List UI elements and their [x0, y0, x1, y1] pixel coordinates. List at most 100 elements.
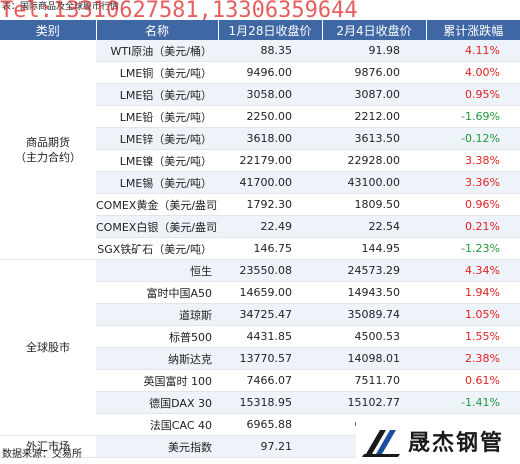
- cumulative-change: 0.21%: [426, 215, 520, 238]
- close-price-jan28: 41700.00: [218, 171, 322, 194]
- close-price-jan28: 6965.88: [218, 413, 322, 436]
- table-row: LME铜（美元/吨） 9496.00 9876.00 4.00%: [0, 61, 520, 84]
- instrument-name: 恒生: [96, 259, 218, 282]
- close-price-jan28: 13770.57: [218, 347, 322, 370]
- cumulative-change: 3.38%: [426, 149, 520, 172]
- cumulative-change: -1.69%: [426, 105, 520, 128]
- cumulative-change: 0.61%: [426, 369, 520, 392]
- close-price-feb4: 144.95: [322, 237, 426, 260]
- table-row: 纳斯达克 13770.57 14098.01 2.38%: [0, 347, 520, 370]
- close-price-feb4: 15102.77: [322, 391, 426, 414]
- close-price-feb4: 91.98: [322, 40, 426, 62]
- close-price-jan28: 15318.95: [218, 391, 322, 414]
- cumulative-change: 3.36%: [426, 171, 520, 194]
- close-price-feb4: 3613.50: [322, 127, 426, 150]
- close-price-feb4: 7511.70: [322, 369, 426, 392]
- close-price-jan28: 34725.47: [218, 303, 322, 326]
- header-price-feb4: 2月4日收盘价: [322, 20, 427, 40]
- category-label: （主力合约）: [15, 150, 81, 164]
- instrument-name: LME镍（美元/吨）: [96, 149, 218, 172]
- close-price-jan28: 23550.08: [218, 259, 322, 282]
- cumulative-change: 0.95%: [426, 83, 520, 106]
- table-row: SGX铁矿石（美元/吨） 146.75 144.95 -1.23%: [0, 237, 520, 260]
- close-price-jan28: 97.21: [218, 435, 322, 458]
- category-cell: 全球股市: [0, 259, 96, 436]
- category-label: 商品期货: [26, 135, 70, 149]
- close-price-feb4: 35089.74: [322, 303, 426, 326]
- table-row: COMEX白银（美元/盎司） 22.49 22.54 0.21%: [0, 215, 520, 238]
- instrument-name: LME铅（美元/吨）: [96, 105, 218, 128]
- instrument-name: LME锡（美元/吨）: [96, 171, 218, 194]
- cumulative-change: 4.00%: [426, 61, 520, 84]
- instrument-name: LME铝（美元/吨）: [96, 83, 218, 106]
- instrument-name: 美元指数: [96, 435, 218, 458]
- instrument-name: 法国CAC 40: [96, 413, 218, 436]
- cumulative-change: 4.11%: [426, 40, 520, 62]
- header-change: 累计涨跌幅: [426, 20, 520, 40]
- close-price-jan28: 3058.00: [218, 83, 322, 106]
- cumulative-change: 1.94%: [426, 281, 520, 304]
- table-title: 表：国际商品及全球股市行情: [2, 2, 120, 12]
- close-price-feb4: 4500.53: [322, 325, 426, 348]
- instrument-name: COMEX白银（美元/盎司）: [96, 215, 218, 238]
- close-price-feb4: 2212.00: [322, 105, 426, 128]
- header-name: 名称: [96, 20, 219, 40]
- table-row: LME铝（美元/吨） 3058.00 3087.00 0.95%: [0, 83, 520, 106]
- close-price-feb4: 14943.50: [322, 281, 426, 304]
- cumulative-change: 1.55%: [426, 325, 520, 348]
- instrument-name: 标普500: [96, 325, 218, 348]
- table-body: 商品期货 （主力合约） WTI原油（美元/桶） 88.35 91.98 4.11% LME铜…: [0, 40, 520, 458]
- table-row: 富时中国A50 14659.00 14943.50 1.94%: [0, 281, 520, 304]
- table-row: 英国富时 100 7466.07 7511.70 0.61%: [0, 369, 520, 392]
- close-price-feb4: 22.54: [322, 215, 426, 238]
- table-row: 德国DAX 30 15318.95 15102.77 -1.41%: [0, 391, 520, 414]
- instrument-name: 德国DAX 30: [96, 391, 218, 414]
- instrument-name: WTI原油（美元/桶）: [96, 40, 218, 62]
- steel-pipe-logo-icon: [362, 430, 400, 457]
- instrument-name: SGX铁矿石（美元/吨）: [96, 237, 218, 260]
- cumulative-change: 2.38%: [426, 347, 520, 370]
- close-price-jan28: 22179.00: [218, 149, 322, 172]
- instrument-name: 纳斯达克: [96, 347, 218, 370]
- cumulative-change: 4.34%: [426, 259, 520, 282]
- close-price-jan28: 7466.07: [218, 369, 322, 392]
- category-label: 外汇市场: [26, 440, 70, 453]
- close-price-feb4: 1809.50: [322, 193, 426, 216]
- header-price-jan28: 1月28日收盘价: [218, 20, 323, 40]
- instrument-name: 富时中国A50: [96, 281, 218, 304]
- close-price-jan28: 3618.00: [218, 127, 322, 150]
- close-price-feb4: 22928.00: [322, 149, 426, 172]
- close-price-jan28: 1792.30: [218, 193, 322, 216]
- close-price-jan28: 146.75: [218, 237, 322, 260]
- instrument-name: LME铜（美元/吨）: [96, 61, 218, 84]
- instrument-name: 道琼斯: [96, 303, 218, 326]
- market-table: 类别 名称 1月28日收盘价 2月4日收盘价 累计涨跌幅 商品期货 （主力合约） W…: [0, 20, 520, 458]
- table-row: 标普500 4431.85 4500.53 1.55%: [0, 325, 520, 348]
- table-row: LME镍（美元/吨） 22179.00 22928.00 3.38%: [0, 149, 520, 172]
- table-row: LME锌（美元/吨） 3618.00 3613.50 -0.12%: [0, 127, 520, 150]
- table-row: 商品期货 （主力合约） WTI原油（美元/桶） 88.35 91.98 4.11%: [0, 40, 520, 260]
- brand-logo: 晟杰钢管: [356, 418, 520, 464]
- table-row: COMEX黄金（美元/盎司） 1792.30 1809.50 0.96%: [0, 193, 520, 216]
- table-row: LME铅（美元/吨） 2250.00 2212.00 -1.69%: [0, 105, 520, 128]
- close-price-jan28: 88.35: [218, 40, 322, 62]
- instrument-name: 英国富时 100: [96, 369, 218, 392]
- close-price-feb4: 9876.00: [322, 61, 426, 84]
- close-price-feb4: 14098.01: [322, 347, 426, 370]
- close-price-feb4: 3087.00: [322, 83, 426, 106]
- category-cell: 外汇市场: [0, 435, 96, 458]
- brand-logo-text: 晟杰钢管: [408, 431, 505, 456]
- close-price-jan28: 9496.00: [218, 61, 322, 84]
- close-price-jan28: 22.49: [218, 215, 322, 238]
- instrument-name: COMEX黄金（美元/盎司）: [96, 193, 218, 216]
- cumulative-change: 1.05%: [426, 303, 520, 326]
- cumulative-change: 0.96%: [426, 193, 520, 216]
- close-price-feb4: 24573.29: [322, 259, 426, 282]
- header-category: 类别: [0, 20, 97, 40]
- close-price-jan28: 14659.00: [218, 281, 322, 304]
- category-label: 全球股市: [26, 341, 70, 354]
- header-row: 类别 名称 1月28日收盘价 2月4日收盘价 累计涨跌幅: [0, 20, 520, 40]
- category-cell: 商品期货 （主力合约）: [0, 40, 96, 260]
- data-source: 数据来源：交易所: [2, 449, 82, 460]
- close-price-jan28: 2250.00: [218, 105, 322, 128]
